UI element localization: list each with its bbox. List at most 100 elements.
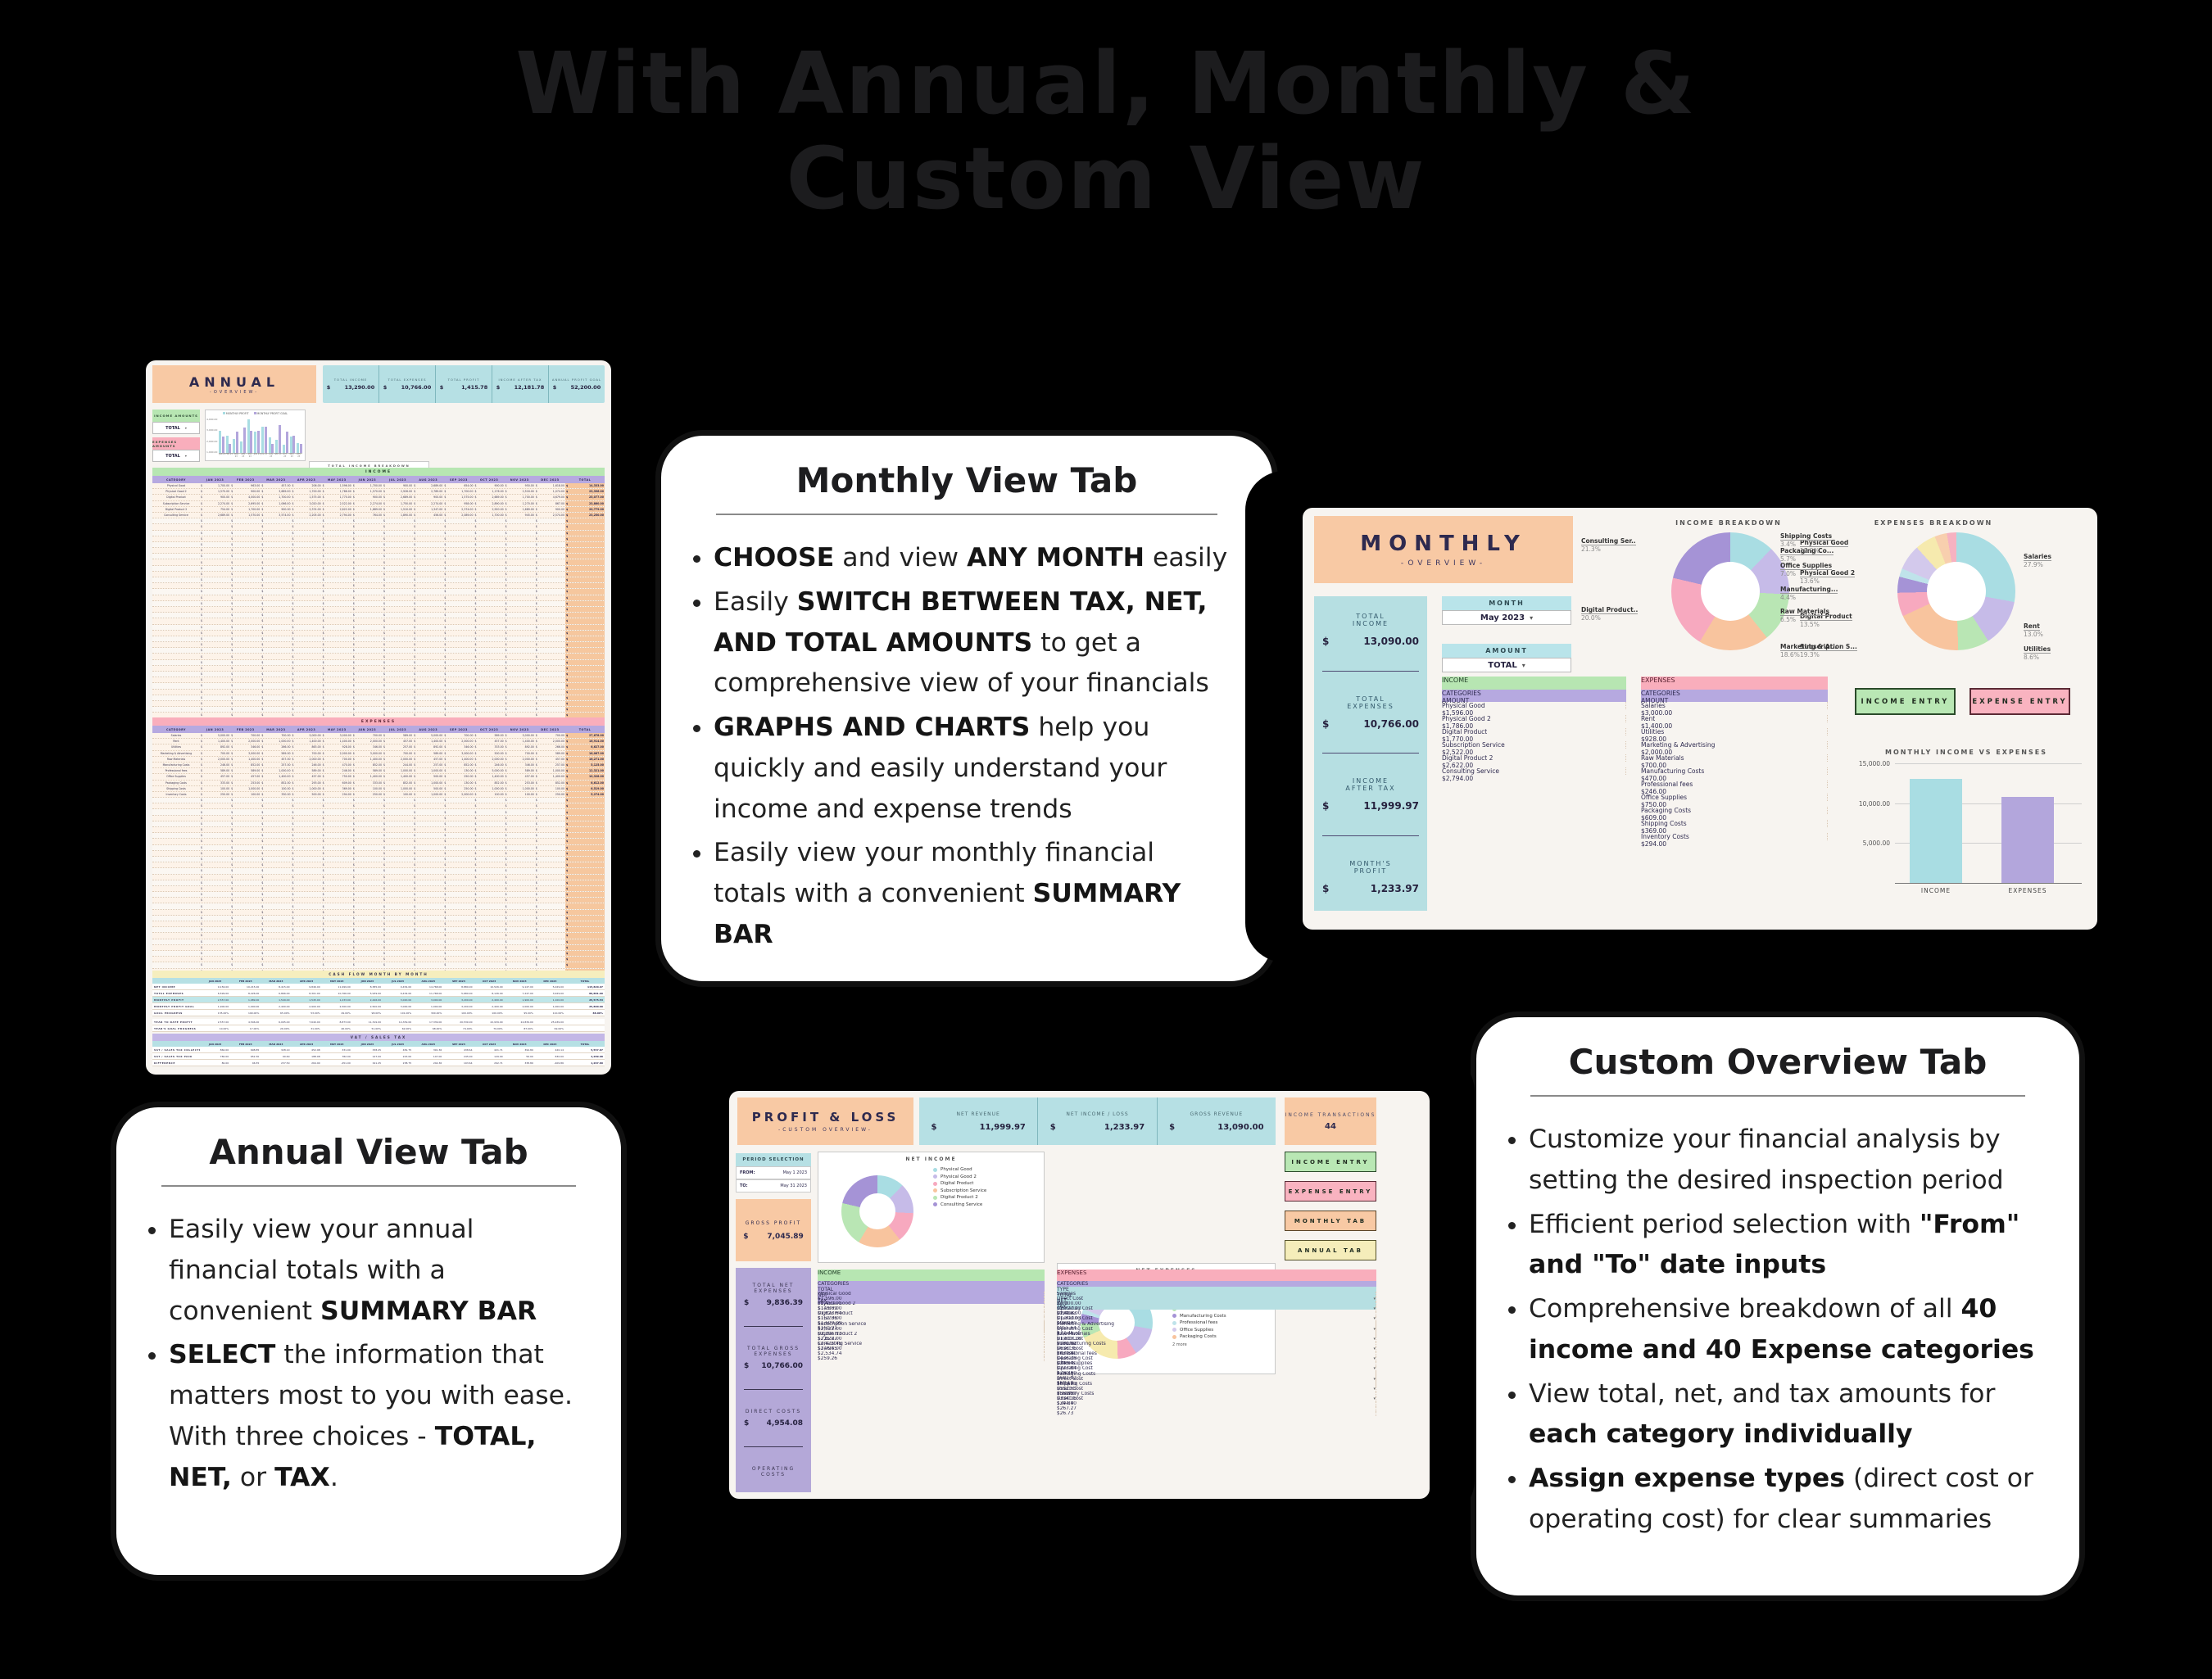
value-cell: $700.00 xyxy=(352,734,382,738)
header-cell: JUL 2023 xyxy=(389,727,406,731)
legend-dot xyxy=(1172,1314,1176,1318)
type-dropdown[interactable]: Direct Cost ▾ xyxy=(1057,1346,1376,1351)
selector-value[interactable]: May 2023 ▾ xyxy=(1442,610,1571,625)
type-dropdown[interactable]: Direct Cost ▾ xyxy=(1057,1297,1376,1301)
value-cell: $ xyxy=(292,939,294,944)
bar-group xyxy=(297,418,303,453)
value-cell: $754.00 xyxy=(201,507,230,511)
selector-value[interactable]: TOTAL ▾ xyxy=(152,450,200,462)
value-cell: $ xyxy=(505,531,507,535)
value-cell: $ xyxy=(444,649,446,653)
type-dropdown[interactable]: Direct Cost ▾ xyxy=(1057,1336,1376,1342)
value-cell: $ xyxy=(474,666,477,670)
monthly-tab-button[interactable]: MONTHLY TAB xyxy=(1285,1211,1376,1231)
value-cell: $ xyxy=(474,922,477,926)
value-cell: $ xyxy=(505,643,507,647)
bullet-text: or xyxy=(231,1462,275,1492)
value-cell: $ xyxy=(474,560,477,564)
type-dropdown[interactable]: Operating Cost ▾ xyxy=(1057,1306,1376,1312)
type-dropdown[interactable]: Operating Cost ▾ xyxy=(1057,1356,1376,1362)
total-cell: $12,321.00 xyxy=(565,768,605,774)
cell: Consulting Service xyxy=(818,1341,1045,1346)
donut-hole xyxy=(1099,1305,1135,1341)
value-cell: 1,000.00 xyxy=(247,1004,260,1008)
pl-netincome-donut xyxy=(841,1175,913,1247)
value-cell: $1,700.00 xyxy=(444,490,474,494)
value-cell: 8,126.00 xyxy=(492,991,503,995)
total-cell: $ xyxy=(565,636,605,642)
to-date-input[interactable]: May 31 2023 xyxy=(780,1183,807,1188)
value-cell: $1,689.00 xyxy=(505,507,534,511)
donut-hole xyxy=(859,1193,895,1229)
value-cell: 3,000.00 xyxy=(400,1004,412,1008)
value-cell: 1,989.00 xyxy=(247,998,260,1002)
value-cell: $ xyxy=(383,636,386,640)
legend-item: Digital Product xyxy=(933,1181,986,1186)
value-cell: 245.00 xyxy=(464,1054,473,1058)
value-cell: $ xyxy=(474,625,477,629)
chart-legend: Physical Good Physical Good 2 Digital Prod… xyxy=(933,1167,986,1207)
donut-label: Packaging Co... 5.7% xyxy=(1780,547,1834,563)
type-dropdown[interactable]: Operating Cost ▾ xyxy=(1057,1366,1376,1372)
value-cell: $ xyxy=(231,898,233,903)
value-cell: $ xyxy=(535,916,537,920)
income-entry-button[interactable]: INCOME ENTRY xyxy=(1855,688,1956,715)
cell: Physical Good 2 xyxy=(818,1301,1045,1307)
expense-entry-button[interactable]: EXPENSE ENTRY xyxy=(1969,688,2070,715)
value-cell: $ xyxy=(261,578,264,582)
type-dropdown[interactable]: Direct Cost ▾ xyxy=(1057,1386,1376,1392)
table-row: $$$$$$$$$$$$$ xyxy=(152,880,605,886)
total-cell: $6,519.00 xyxy=(565,785,605,791)
value-cell: $ xyxy=(414,572,416,576)
table-row: Office Supplies $457.00 $457.00 $1,400.00 $4… xyxy=(152,774,605,781)
table-row: $$$$$$$$$$$$$ xyxy=(152,856,605,863)
value-cell: $ xyxy=(505,601,507,605)
value-cell: $ xyxy=(505,660,507,664)
value-cell: 1,000.00 xyxy=(430,1004,442,1008)
value-cell: $ xyxy=(535,863,537,867)
value-cell: $ xyxy=(322,816,324,820)
total-cell: $ xyxy=(565,827,605,833)
type-dropdown[interactable]: Direct Cost ▾ xyxy=(1057,1396,1376,1401)
type-dropdown[interactable]: Direct Cost ▾ xyxy=(1057,1376,1376,1382)
value-cell: $ xyxy=(261,590,264,594)
annual-tab-button[interactable]: ANNUAL TAB xyxy=(1285,1240,1376,1260)
header-cell: TAX xyxy=(1057,1304,1376,1310)
value-cell: 191.45 xyxy=(372,1061,382,1065)
value-cell: $5,000.00 xyxy=(201,734,230,738)
row-label: NET INCOME xyxy=(154,984,176,989)
value-cell: $ xyxy=(231,613,233,618)
annual-summary-bar: TOTAL INCOME $13,290.00 TOTAL EXPENSES $10,… xyxy=(323,365,605,403)
value-cell: $ xyxy=(474,713,477,717)
value-cell: $ xyxy=(231,863,233,867)
selector-value[interactable]: TOTAL ▾ xyxy=(152,422,200,434)
stat-label: INCOME AFTER TAX xyxy=(498,378,542,382)
header-cell: CATEGORIES xyxy=(818,1281,1045,1287)
value-cell: $ xyxy=(505,619,507,623)
value-cell: $ xyxy=(383,560,386,564)
value-cell: $ xyxy=(474,690,477,694)
from-date-input[interactable]: May 1 2023 xyxy=(782,1170,807,1175)
row-label: YEAR'S GOAL PROGRESS xyxy=(154,1026,197,1030)
row-label: VAT / SALES TAX COLLECTED xyxy=(154,1048,200,1052)
value-cell: $ xyxy=(322,654,324,658)
total-cell: 25,575.53 xyxy=(589,998,603,1002)
type-dropdown[interactable]: Operating Cost ▾ xyxy=(1057,1326,1376,1332)
value-cell: $ xyxy=(505,863,507,867)
value-cell: $1,400.00 xyxy=(444,757,474,761)
stat-label: ANNUAL PROFIT GOAL xyxy=(551,378,602,382)
value-cell: $ xyxy=(201,595,203,600)
value-cell: $ xyxy=(322,893,324,897)
amount-cell: $470.00 xyxy=(1641,775,1667,782)
total-cell: $ xyxy=(565,885,605,892)
expense-entry-button[interactable]: EXPENSE ENTRY xyxy=(1285,1181,1376,1202)
selector-value[interactable]: TOTAL ▾ xyxy=(1442,658,1571,672)
income-entry-button[interactable]: INCOME ENTRY xyxy=(1285,1152,1376,1172)
value-cell: $ xyxy=(352,660,355,664)
value-cell: $ xyxy=(414,928,416,932)
tick-label: NOV 23 xyxy=(289,453,294,458)
value-cell: $ xyxy=(383,869,386,873)
type-dropdown[interactable]: Operating Cost ▾ xyxy=(1057,1316,1376,1322)
table-row: $$$$$$$$$$$$$ xyxy=(152,827,605,834)
stat-label: TOTAL INCOME xyxy=(333,378,368,382)
